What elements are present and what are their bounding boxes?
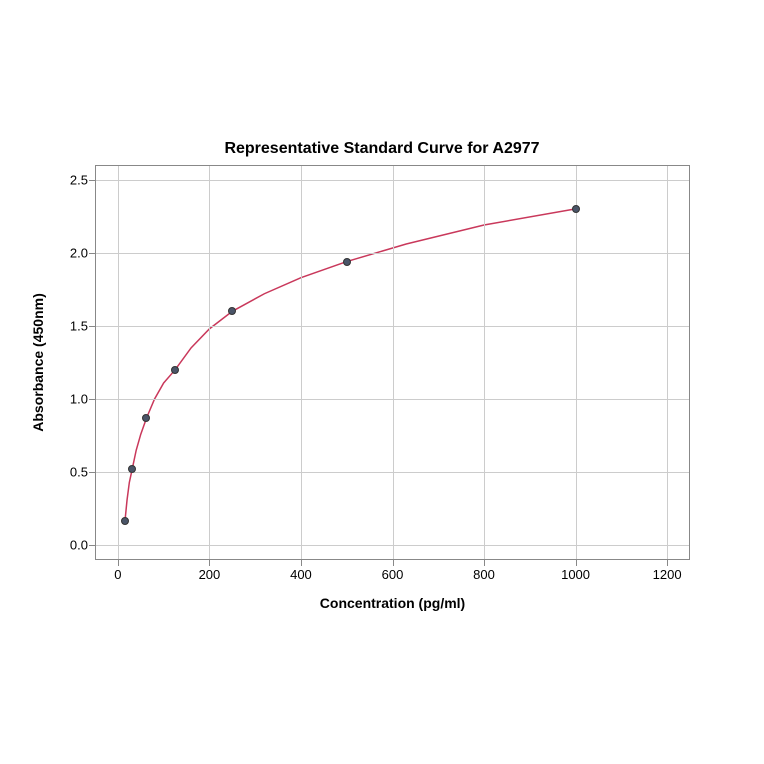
x-axis-label: Concentration (pg/ml) [95, 595, 690, 611]
x-tick-mark [209, 560, 210, 566]
x-tick-mark [576, 560, 577, 566]
y-tick-label: 1.5 [70, 318, 88, 333]
y-tick-label: 1.0 [70, 392, 88, 407]
x-tick-mark [484, 560, 485, 566]
x-tick-label: 400 [290, 567, 312, 582]
y-tick-label: 2.5 [70, 172, 88, 187]
data-marker [171, 366, 179, 374]
data-marker [121, 517, 129, 525]
x-tick-label: 1000 [561, 567, 590, 582]
x-tick-label: 800 [473, 567, 495, 582]
x-tick-mark [118, 560, 119, 566]
y-tick-label: 0.0 [70, 538, 88, 553]
data-marker [228, 307, 236, 315]
x-tick-mark [393, 560, 394, 566]
data-marker [343, 258, 351, 266]
chart-title: Representative Standard Curve for A2977 [0, 140, 764, 158]
x-tick-label: 600 [382, 567, 404, 582]
x-tick-mark [301, 560, 302, 566]
x-tick-label: 1200 [653, 567, 682, 582]
x-tick-label: 0 [114, 567, 121, 582]
x-tick-label: 200 [199, 567, 221, 582]
y-tick-label: 0.5 [70, 465, 88, 480]
x-tick-mark [667, 560, 668, 566]
chart-plot-area: 0200400600800100012000.00.51.01.52.02.5 [95, 165, 690, 560]
plot-border [95, 165, 690, 560]
y-tick-label: 2.0 [70, 245, 88, 260]
data-marker [572, 205, 580, 213]
y-axis-label: Absorbance (450nm) [30, 165, 46, 560]
data-marker [128, 465, 136, 473]
data-marker [142, 414, 150, 422]
